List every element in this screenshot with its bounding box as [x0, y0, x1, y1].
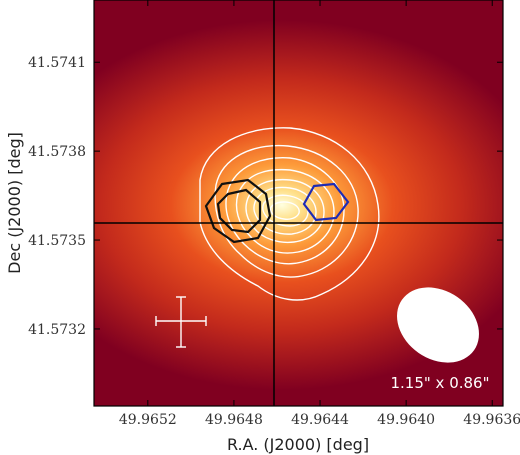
white-contour [245, 178, 325, 244]
blue-contour [302, 182, 350, 222]
x-tick-label: 49.9644 [291, 412, 349, 428]
white-contour [199, 127, 380, 301]
beam-label: 1.15" x 0.86" [390, 374, 489, 392]
plot-frame [93, 0, 504, 407]
white-contours [199, 127, 380, 301]
y-tick-label: 41.5741 [28, 55, 86, 71]
error-bar-cross [155, 296, 207, 348]
white-contour [214, 144, 359, 278]
x-tick-label: 49.9636 [463, 412, 520, 428]
axis-ticks: 49.9652 49.9648 49.9644 49.9640 49.9636 41.57… [28, 0, 520, 428]
black-contour [216, 188, 262, 234]
black-contour [204, 178, 272, 244]
white-contour [235, 168, 335, 254]
x-axis-label: R.A. (J2000) [deg] [227, 435, 369, 454]
beam-ellipse [397, 287, 479, 363]
white-contour [225, 157, 345, 265]
x-tick-label: 49.9648 [205, 412, 263, 428]
white-contour [269, 201, 300, 220]
y-tick-label: 41.5735 [28, 233, 86, 249]
x-tick-label: 49.9640 [377, 412, 435, 428]
y-tick-label: 41.5732 [28, 322, 86, 338]
y-axis-label: Dec (J2000) [deg] [5, 132, 24, 274]
emission-glow [94, 20, 503, 390]
y-tick-label: 41.5738 [28, 144, 86, 160]
black-contours [204, 178, 272, 244]
white-contour [261, 194, 309, 227]
x-tick-label: 49.9652 [119, 412, 177, 428]
